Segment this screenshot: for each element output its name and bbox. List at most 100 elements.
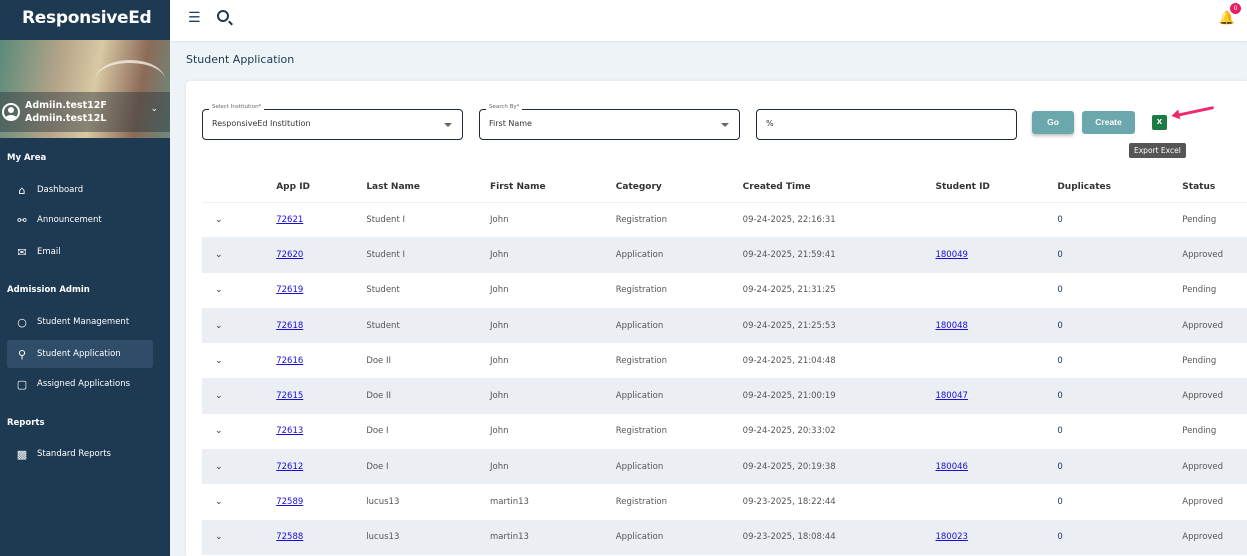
table-row: ⌄ 72589 lucus13 martin13 Registration 09-23-2…: [202, 484, 1247, 519]
app-id-link[interactable]: 72613: [276, 426, 304, 437]
app-id-link[interactable]: 72612: [276, 461, 304, 472]
user-first-name: Admiin.test12F: [25, 100, 107, 111]
sidebar-item-label: Student Management: [37, 317, 130, 327]
cell-last-name: lucus13: [366, 497, 400, 508]
app-id-cell: 72588: [276, 519, 367, 555]
student-id-cell: 180047: [935, 378, 1058, 414]
user-search-icon: ⚲: [17, 347, 27, 361]
user-menu[interactable]: Admiin.test12F Admiin.test12L ⌄: [0, 92, 170, 132]
expand-row-chevron-icon[interactable]: ⌄: [202, 519, 277, 555]
excel-export-icon[interactable]: X: [1152, 115, 1167, 130]
sidebar-item-email[interactable]: ✉ Email: [7, 238, 153, 266]
app-id-link[interactable]: 72616: [276, 355, 304, 366]
cell-status: Approved: [1182, 307, 1247, 344]
sidebar-item-announcement[interactable]: ⚯ Announcement: [7, 206, 153, 234]
cell-last-name: Doe II: [366, 355, 392, 366]
cell-first-name: martin13: [490, 497, 529, 508]
cell-last-name: Doe I: [366, 426, 389, 437]
sidebar-item-standard-reports[interactable]: ▩ Standard Reports: [7, 440, 153, 468]
cell-duplicates: 0: [1057, 355, 1063, 366]
table-row: ⌄ 72621 Student I John Registration 09-24-202…: [202, 202, 1247, 237]
expand-row-chevron-icon[interactable]: ⌄: [215, 497, 223, 508]
student-id-cell: [935, 414, 1057, 449]
student-id-link[interactable]: 180047: [935, 391, 968, 402]
cell-first-name: John: [490, 378, 616, 414]
create-button[interactable]: Create: [1082, 111, 1135, 134]
search-by-value: First Name: [489, 119, 532, 128]
sidebar-item-student-management[interactable]: ○ Student Management: [7, 308, 153, 336]
student-id-link[interactable]: 180046: [935, 461, 968, 472]
student-id-link[interactable]: 180048: [935, 320, 968, 331]
student-id-link[interactable]: 180023: [935, 532, 968, 543]
student-id-cell: [935, 484, 1057, 519]
cell-first-name: martin13: [490, 519, 616, 555]
cell-status: Approved: [1182, 519, 1247, 555]
app-id-cell: 72616: [276, 343, 366, 378]
cell-category: Registration: [615, 214, 668, 225]
table-row: ⌄ 72618 Student John Application 09-24-2025, …: [202, 307, 1247, 344]
expand-row-chevron-icon[interactable]: ⌄: [215, 214, 223, 225]
expand-row-chevron-icon[interactable]: ⌄: [202, 378, 277, 414]
app-id-link[interactable]: 72619: [276, 285, 304, 296]
cell-duplicates: 0: [1057, 237, 1183, 273]
cell-last-name: Doe I: [366, 449, 491, 485]
cell-status: Pending: [1182, 214, 1217, 225]
cell-category: Application: [615, 378, 743, 414]
applications-table: App ID Last Name First Name Category Created…: [202, 173, 1247, 555]
bell-icon[interactable]: 🔔: [1218, 11, 1235, 26]
chevron-down-icon[interactable]: ⌄: [150, 104, 158, 114]
sidebar-item-label: Assigned Applications: [37, 379, 131, 389]
clipboard-icon: ▢: [16, 377, 28, 391]
cell-first-name: John: [490, 285, 509, 296]
cell-duplicates: 0: [1057, 285, 1063, 296]
cell-last-name: lucus13: [366, 519, 491, 555]
expand-row-chevron-icon[interactable]: ⌄: [202, 237, 277, 273]
expand-row-chevron-icon[interactable]: ⌄: [202, 449, 277, 485]
cell-status: Approved: [1182, 449, 1247, 485]
app-id-link[interactable]: 72615: [276, 391, 304, 402]
student-id-cell: 180049: [935, 237, 1058, 273]
cell-duplicates: 0: [1057, 426, 1063, 437]
annotation-arrow: [1176, 106, 1214, 117]
expand-row-chevron-icon[interactable]: ⌄: [215, 355, 223, 366]
table-row: ⌄ 72620 Student I John Application 09-24-2025…: [202, 237, 1247, 273]
app-id-link[interactable]: 72589: [276, 497, 304, 508]
expand-row-chevron-icon[interactable]: ⌄: [215, 285, 223, 296]
app-id-cell: 72619: [276, 273, 366, 308]
expand-row-chevron-icon[interactable]: ⌄: [215, 426, 223, 437]
cell-created-time: 09-24-2025, 21:25:53: [742, 307, 936, 344]
cell-created-time: 09-24-2025, 22:16:31: [742, 214, 836, 225]
column-header: Status: [1182, 173, 1247, 203]
search-by-select[interactable]: Search By* First Name: [479, 104, 740, 140]
cell-status: Approved: [1182, 237, 1247, 273]
app-id-link[interactable]: 72621: [276, 214, 304, 225]
go-button[interactable]: Go: [1032, 111, 1074, 134]
cell-category: Registration: [615, 355, 668, 366]
cell-category: Registration: [615, 426, 668, 437]
search-input[interactable]: %: [756, 109, 1017, 140]
cell-first-name: John: [490, 214, 509, 225]
expand-row-chevron-icon[interactable]: ⌄: [202, 307, 277, 344]
cell-created-time: 09-24-2025, 21:31:25: [742, 285, 836, 296]
app-id-link[interactable]: 72588: [276, 532, 304, 543]
cell-duplicates: 0: [1057, 519, 1183, 555]
sidebar-item-dashboard[interactable]: ⌂ Dashboard: [7, 176, 153, 204]
institution-select[interactable]: Select Institution* ResponsiveEd Institu…: [202, 104, 463, 140]
table-row: ⌄ 72615 Doe II John Application 09-24-2025, 2…: [202, 378, 1247, 414]
hamburger-menu-icon[interactable]: ☰: [188, 10, 201, 26]
sidebar-item-assigned-applications[interactable]: ▢ Assigned Applications: [7, 370, 153, 398]
caret-down-icon: [444, 123, 452, 127]
cell-status: Approved: [1182, 497, 1224, 508]
sidebar-item-student-application[interactable]: ⚲ Student Application: [7, 340, 153, 368]
search-icon[interactable]: [217, 10, 229, 22]
app-id-link[interactable]: 72620: [276, 249, 304, 260]
mail-icon: ✉: [17, 245, 27, 259]
column-header: Student ID: [935, 173, 1058, 203]
table-row: ⌄ 72612 Doe I John Application 09-24-2025, 20…: [202, 449, 1247, 485]
app-id-cell: 72589: [276, 484, 366, 519]
cell-category: Registration: [615, 285, 668, 296]
student-id-link[interactable]: 180049: [935, 249, 968, 260]
student-id-cell: [935, 202, 1057, 237]
sidebar-section-title: Admission Admin: [7, 285, 90, 295]
app-id-link[interactable]: 72618: [276, 320, 304, 331]
